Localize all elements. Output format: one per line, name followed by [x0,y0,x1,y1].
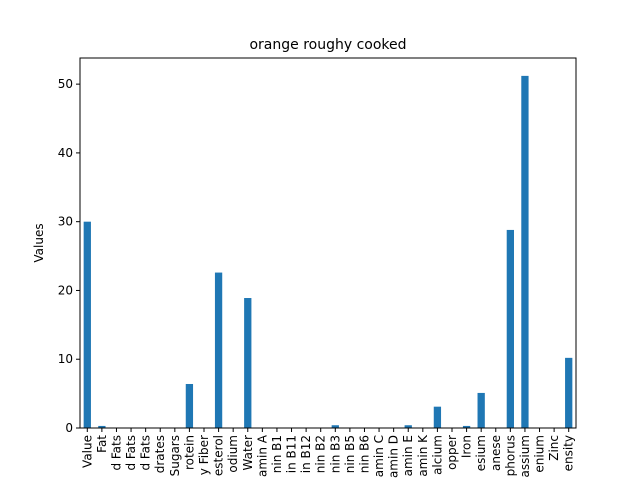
x-tick-label: rotein [182,435,196,470]
x-tick-label: assium [518,435,532,478]
x-tick-label: amin C [372,435,386,477]
bar [433,406,442,428]
x-tick-label: Fat [95,435,109,453]
x-tick-label: d Fats [124,435,138,471]
y-tick-label: 50 [58,77,73,91]
bar [404,425,412,428]
y-tick-label: 0 [65,421,73,435]
x-tick-label: nin B1 [270,435,284,473]
x-tick-label: nin B5 [343,435,357,473]
x-tick-label: Iron [460,435,474,458]
plot-area-frame [79,57,577,429]
x-tick-label: Value [80,435,94,468]
x-tick-label: y Fiber [197,435,211,475]
x-tick-label: nin B3 [328,435,342,473]
x-tick-label: Sugars [168,435,182,476]
bar [98,425,106,428]
bar [185,383,194,428]
x-tick-label: nin B2 [314,435,328,473]
bars-group [83,75,573,428]
y-axis-label: Values [32,223,46,262]
bar [83,221,91,428]
x-tick-label: esterol [212,435,226,476]
bar [506,229,514,428]
bar [521,75,529,428]
x-tick-label: amin K [416,434,430,477]
x-tick-label: alcium [430,435,444,475]
x-tick-label: Zinc [547,435,561,461]
x-tick-label: nin B6 [357,435,371,473]
x-tick-label: in B11 [285,435,299,473]
x-tick-label: amin D [387,435,401,478]
bar [477,392,485,428]
y-axis-ticks: 0 10 20 30 40 50 [58,77,80,435]
bar [244,298,252,428]
x-tick-label: odium [226,435,240,473]
x-tick-label: anese [489,435,503,471]
y-tick-label: 30 [58,215,73,229]
x-tick-label: amin E [401,435,415,476]
x-tick-label: phorus [503,435,517,476]
x-tick-label: d Fats [109,435,123,471]
bar [462,425,471,428]
x-tick-label: in B12 [299,435,313,473]
y-tick-label: 10 [58,352,73,366]
x-tick-label: amin A [255,434,269,477]
x-tick-label: enium [533,435,547,473]
chart-title: orange roughy cooked [249,37,406,53]
x-tick-label: esium [474,435,488,471]
x-tick-label: ensity [562,435,576,471]
bar [214,272,223,428]
x-tick-label: drates [153,435,167,473]
x-tick-label: Water [241,435,255,471]
y-tick-label: 40 [58,146,73,160]
x-axis-ticks: Value Fat d Fats d Fats d Fats drates Sugars ro… [80,428,576,478]
x-tick-label: d Fats [139,435,153,471]
y-tick-label: 20 [58,283,73,297]
bar [565,357,573,428]
x-tick-label: opper [445,435,459,470]
bar [331,425,339,428]
